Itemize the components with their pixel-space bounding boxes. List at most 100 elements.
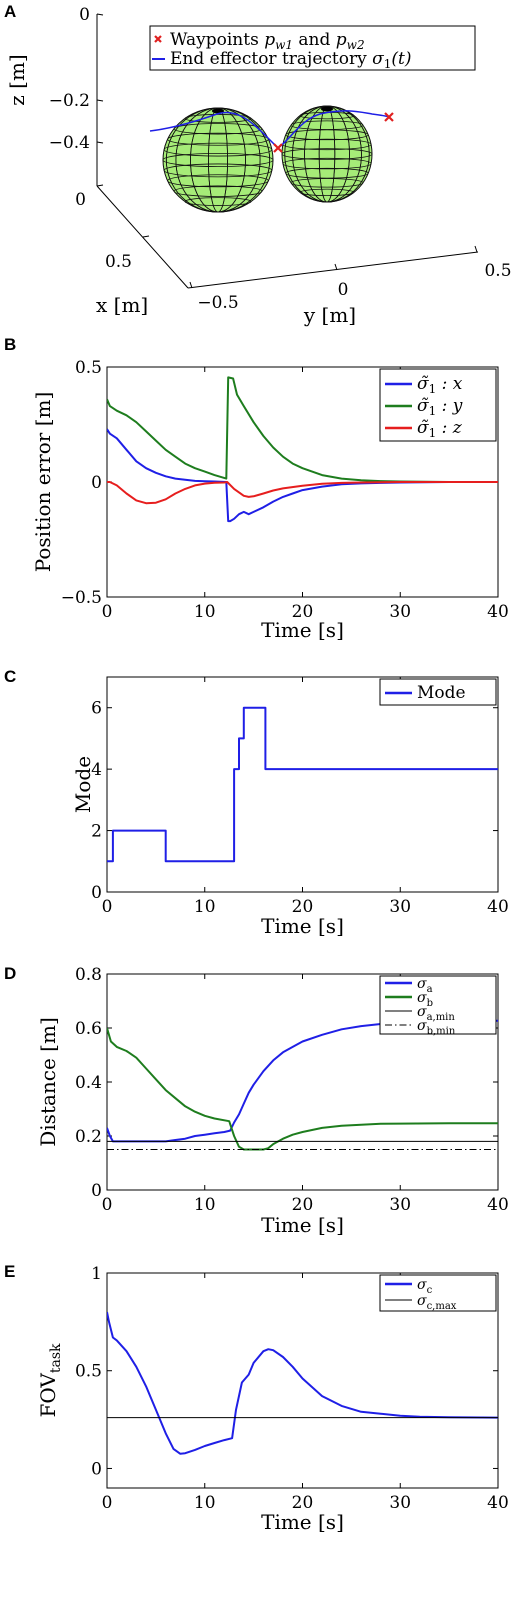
panel-letter-b: B [4, 335, 16, 354]
z-tick-1 [96, 99, 104, 102]
legend-symbol: σ [417, 976, 427, 992]
sphere-latitude [173, 185, 263, 197]
y-tick-label: 0.2 [75, 1127, 102, 1147]
panel-c: C 0 10 20 30 40 0 2 4 6 Time [s] Mode Mode [4, 667, 509, 938]
y-axis-title-main: FOV [36, 1373, 60, 1418]
legend-label: σb [417, 990, 433, 1009]
sphere-latitude [281, 148, 373, 160]
panel-d: D 0 10 20 30 40 0 0.2 0.4 0.6 0.8 Time [s] Distance … [4, 964, 509, 1237]
x-axis-title: Time [s] [261, 914, 344, 938]
y-axis-label: y [m] [303, 303, 356, 327]
sphere-latitude [290, 178, 364, 188]
series-line-2 [107, 1027, 498, 1151]
legend-p1: p [264, 30, 275, 50]
x-tick-label: 30 [389, 1493, 411, 1513]
x-tick-label-1: 0.5 [105, 252, 132, 272]
x-axis-title: Time [s] [261, 618, 344, 642]
sphere-longitude [165, 107, 271, 213]
y-axis-line [187, 251, 479, 289]
legend-symbol: Mode [417, 683, 466, 703]
legend-subscript: a,min [427, 1012, 456, 1023]
panel-letter-a: A [4, 2, 16, 21]
x-tick-label-0: 0 [75, 190, 86, 210]
waypoint-marker-1 [273, 143, 283, 153]
x-axis-title: Time [s] [261, 1510, 344, 1534]
panel-letter-d: D [4, 964, 16, 983]
legend-a: Waypoints pw1 and pw2 End effector traje… [149, 25, 476, 71]
legend-label: σ̃1 : z [417, 418, 463, 440]
y-tick-label: 0 [91, 473, 102, 493]
series-group [107, 706, 498, 863]
sphere-latitude [162, 152, 274, 167]
z-tick-0 [96, 13, 104, 16]
y-tick-1 [334, 263, 338, 271]
y-axis-title: FOVtask [36, 1343, 64, 1418]
x-tick-label: 20 [292, 897, 314, 917]
x-tick-1 [142, 235, 150, 238]
y-axis-title: Distance [m] [36, 1017, 60, 1147]
legend-subscript: 1 [429, 404, 437, 418]
panel-letter-c: C [4, 667, 16, 686]
y-tick-label: 1 [91, 1264, 102, 1284]
legend-sub-w1: w1 [275, 38, 293, 52]
legend-waypoints-word: Waypoints [170, 30, 259, 50]
legend-trajectory-word: End effector trajectory [170, 49, 367, 69]
legend-box [149, 25, 476, 71]
legend-symbol: σ [417, 990, 427, 1006]
sphere-latitude [282, 157, 372, 170]
legend-label: σc [417, 1277, 433, 1296]
spheres [162, 105, 373, 213]
series-line-1 [107, 706, 498, 863]
legend-sub-w2: w2 [347, 38, 365, 52]
series-group [107, 1311, 498, 1455]
legend-subscript: b,min [427, 1026, 456, 1037]
x-axis-line [96, 185, 189, 289]
y-tick-label: 2 [91, 822, 102, 842]
x-tick-label: 0 [102, 602, 113, 622]
legend-subscript: 1 [429, 382, 437, 396]
waypoint-marker-2 [384, 112, 394, 122]
legend-subscript: b [427, 998, 433, 1009]
legend-label: σa,min [417, 1004, 455, 1023]
legend-waypoints-label: Waypoints pw1 and pw2 [170, 30, 365, 54]
end-effector-trajectory [149, 110, 390, 149]
y-axis-title: Mode [71, 756, 95, 813]
legend-subscript: a [427, 984, 433, 995]
legend-waypoint-marker [154, 35, 162, 43]
legend-rest: : y [436, 396, 463, 416]
x-tick-label: 40 [487, 1195, 509, 1215]
x-tick-label: 10 [194, 1493, 216, 1513]
x-tick-label: 30 [389, 1195, 411, 1215]
x-tick-label: 10 [194, 897, 216, 917]
sphere-latitude [163, 142, 273, 157]
legend-label: σ̃1 : x [417, 374, 463, 396]
x-tick-label: 20 [292, 1195, 314, 1215]
panel-a: A 0 −0.2 −0.4 z [m] 0 0.5 x [m] −0.5 [4, 2, 512, 327]
legend-symbol: σ [417, 1004, 427, 1020]
x-axis-label: x [m] [96, 293, 148, 317]
x-tick-label: 40 [487, 897, 509, 917]
sphere-obstacle-1 [162, 107, 274, 213]
x-tick-label: 10 [194, 1195, 216, 1215]
x-tick-label: 10 [194, 602, 216, 622]
legend-symbol: σ [417, 1293, 427, 1309]
legend-symbol: σ̃ [417, 374, 429, 394]
series-line-1 [107, 428, 498, 523]
y-tick-label: 0 [91, 1181, 102, 1201]
y-axis-title-sub: task [48, 1343, 64, 1373]
y-tick-2 [474, 245, 478, 253]
x-tick-label: 40 [487, 602, 509, 622]
legend-trajectory-label: End effector trajectory σ1(t) [170, 49, 411, 71]
legend-subscript: c [427, 1285, 433, 1296]
y-tick-label: −0.5 [61, 588, 102, 608]
series-line-3 [107, 481, 498, 505]
sphere-longitude [284, 105, 370, 203]
legend-subscript: c,max [427, 1301, 457, 1312]
sphere-latitude [184, 197, 252, 206]
x-tick-label: 20 [292, 602, 314, 622]
legend-box [379, 975, 497, 1035]
x-tick-label: 30 [389, 897, 411, 917]
sphere-latitude [299, 188, 355, 197]
